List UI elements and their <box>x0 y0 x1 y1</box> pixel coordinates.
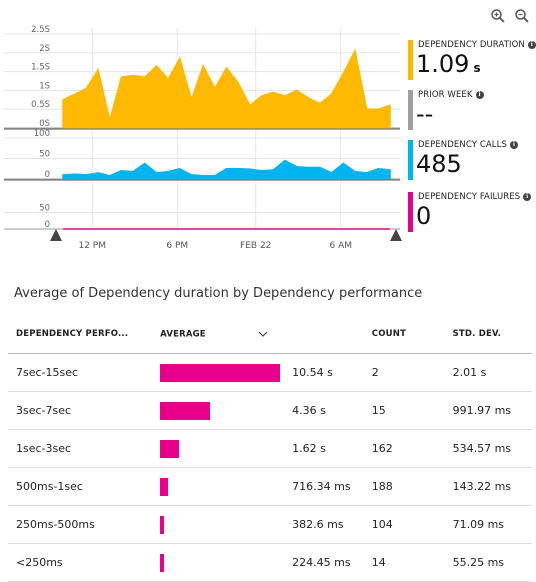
cell-average: 10.54 s <box>284 353 364 392</box>
info-icon[interactable]: i <box>523 193 532 201</box>
info-icon[interactable]: i <box>475 91 484 99</box>
cell-stddev: 2.01 s <box>444 353 532 392</box>
y-tick-label: 100 <box>34 129 50 139</box>
column-header-stddev[interactable]: STD. DEV. <box>444 315 532 354</box>
cell-average: 4.36 s <box>284 391 364 430</box>
info-icon[interactable]: i <box>509 141 518 149</box>
cell-stddev: 71.09 ms <box>444 505 532 544</box>
y-tick-label: 50 <box>39 150 50 160</box>
cell-bucket: 7sec-15sec <box>8 353 153 392</box>
y-tick-label: 1.5S <box>31 63 50 73</box>
y-tick-label: 2.5S <box>31 25 50 35</box>
x-tick-label: 6 PM <box>166 241 188 251</box>
average-bar <box>160 439 179 458</box>
y-tick-label: 0 <box>45 220 50 230</box>
series-area <box>62 48 391 129</box>
grid-title: Average of Dependency duration by Depend… <box>14 286 423 301</box>
range-end-handle[interactable] <box>390 229 402 241</box>
metric-value: 0 <box>416 202 432 230</box>
metric-color-bar <box>408 90 413 130</box>
y-tick-label: 0 <box>45 170 50 180</box>
metric-label: PRIOR WEEK <box>418 90 473 100</box>
cell-average-bar <box>152 505 285 544</box>
column-header-count[interactable]: COUNT <box>363 315 445 354</box>
metric-value: 485 <box>416 150 462 178</box>
metric-unit: s <box>473 61 481 75</box>
cell-average-bar <box>152 353 285 392</box>
column-header-performance[interactable]: DEPENDENCY PERFO... <box>8 315 153 354</box>
table-row[interactable]: <250ms 224.45 ms 14 55.25 ms <box>8 543 532 582</box>
metric-color-bar <box>408 192 413 232</box>
table-row[interactable]: 500ms-1sec 716.34 ms 188 143.22 ms <box>8 467 532 506</box>
info-icon[interactable]: i <box>527 41 536 49</box>
cell-bucket: 250ms-500ms <box>8 505 153 544</box>
column-header-average-value <box>284 315 364 354</box>
metric-label: DEPENDENCY FAILURES <box>418 192 521 202</box>
zoom-controls <box>490 8 530 24</box>
y-tick-label: 0.5S <box>31 100 50 110</box>
average-bar <box>160 363 281 382</box>
table-row[interactable]: 3sec-7sec 4.36 s 15 991.97 ms <box>8 391 532 430</box>
x-tick-label: 12 PM <box>78 241 106 251</box>
cell-average: 716.34 ms <box>284 467 364 506</box>
cell-count: 162 <box>363 429 445 468</box>
cell-average: 1.62 s <box>284 429 364 468</box>
metrics-chart[interactable]: 12 PM 6 PM FEB 22 6 AM 0S 0.5S 1S 1.5S 2S 2.5S 0 50… <box>0 0 410 260</box>
cell-count: 15 <box>363 391 445 430</box>
zoom-out-icon[interactable] <box>514 8 530 24</box>
x-tick-label: FEB 22 <box>240 241 271 251</box>
series-area <box>62 159 391 180</box>
cell-average-bar <box>152 467 285 506</box>
cell-bucket: <250ms <box>8 543 153 582</box>
y-tick-label: 0S <box>39 119 50 129</box>
range-start-handle[interactable] <box>50 229 62 241</box>
cell-stddev: 55.25 ms <box>444 543 532 582</box>
metric-value: 1.09 <box>416 50 470 78</box>
average-bar <box>160 477 169 496</box>
average-bar <box>160 401 210 420</box>
table-row[interactable]: 250ms-500ms 382.6 ms 104 71.09 ms <box>8 505 532 544</box>
column-header-average-label: AVERAGE <box>160 329 206 340</box>
cell-average-bar <box>152 391 285 430</box>
cell-stddev: 534.57 ms <box>444 429 532 468</box>
average-bar <box>160 515 165 534</box>
metric-value: -- <box>416 100 434 128</box>
cell-count: 14 <box>363 543 445 582</box>
column-header-average[interactable]: AVERAGE <box>152 315 285 354</box>
y-tick-label: 2S <box>39 44 50 54</box>
cell-stddev: 143.22 ms <box>444 467 532 506</box>
cell-bucket: 1sec-3sec <box>8 429 153 468</box>
cell-stddev: 991.97 ms <box>444 391 532 430</box>
cell-count: 188 <box>363 467 445 506</box>
chevron-down-icon[interactable] <box>258 329 268 339</box>
table-row[interactable]: 7sec-15sec 10.54 s 2 2.01 s <box>8 353 532 392</box>
cell-average: 382.6 ms <box>284 505 364 544</box>
cell-average-bar <box>152 543 285 582</box>
metric-label: DEPENDENCY DURATION <box>418 40 525 50</box>
table-row[interactable]: 1sec-3sec 1.62 s 162 534.57 ms <box>8 429 532 468</box>
cell-bucket: 500ms-1sec <box>8 467 153 506</box>
cell-average: 224.45 ms <box>284 543 364 582</box>
y-tick-label: 50 <box>39 204 50 214</box>
cell-average-bar <box>152 429 285 468</box>
metric-color-bar <box>408 140 413 180</box>
metric-color-bar <box>408 40 413 80</box>
x-tick-label: 6 AM <box>330 241 353 251</box>
y-tick-label: 1S <box>39 81 50 91</box>
performance-table: DEPENDENCY PERFO... AVERAGE COUNT STD. D… <box>8 315 532 582</box>
cell-bucket: 3sec-7sec <box>8 391 153 430</box>
metric-label: DEPENDENCY CALLS <box>418 140 507 150</box>
zoom-in-icon[interactable] <box>490 8 506 24</box>
table-header-row: DEPENDENCY PERFO... AVERAGE COUNT STD. D… <box>8 315 532 354</box>
average-bar <box>160 553 165 572</box>
cell-count: 2 <box>363 353 445 392</box>
cell-count: 104 <box>363 505 445 544</box>
